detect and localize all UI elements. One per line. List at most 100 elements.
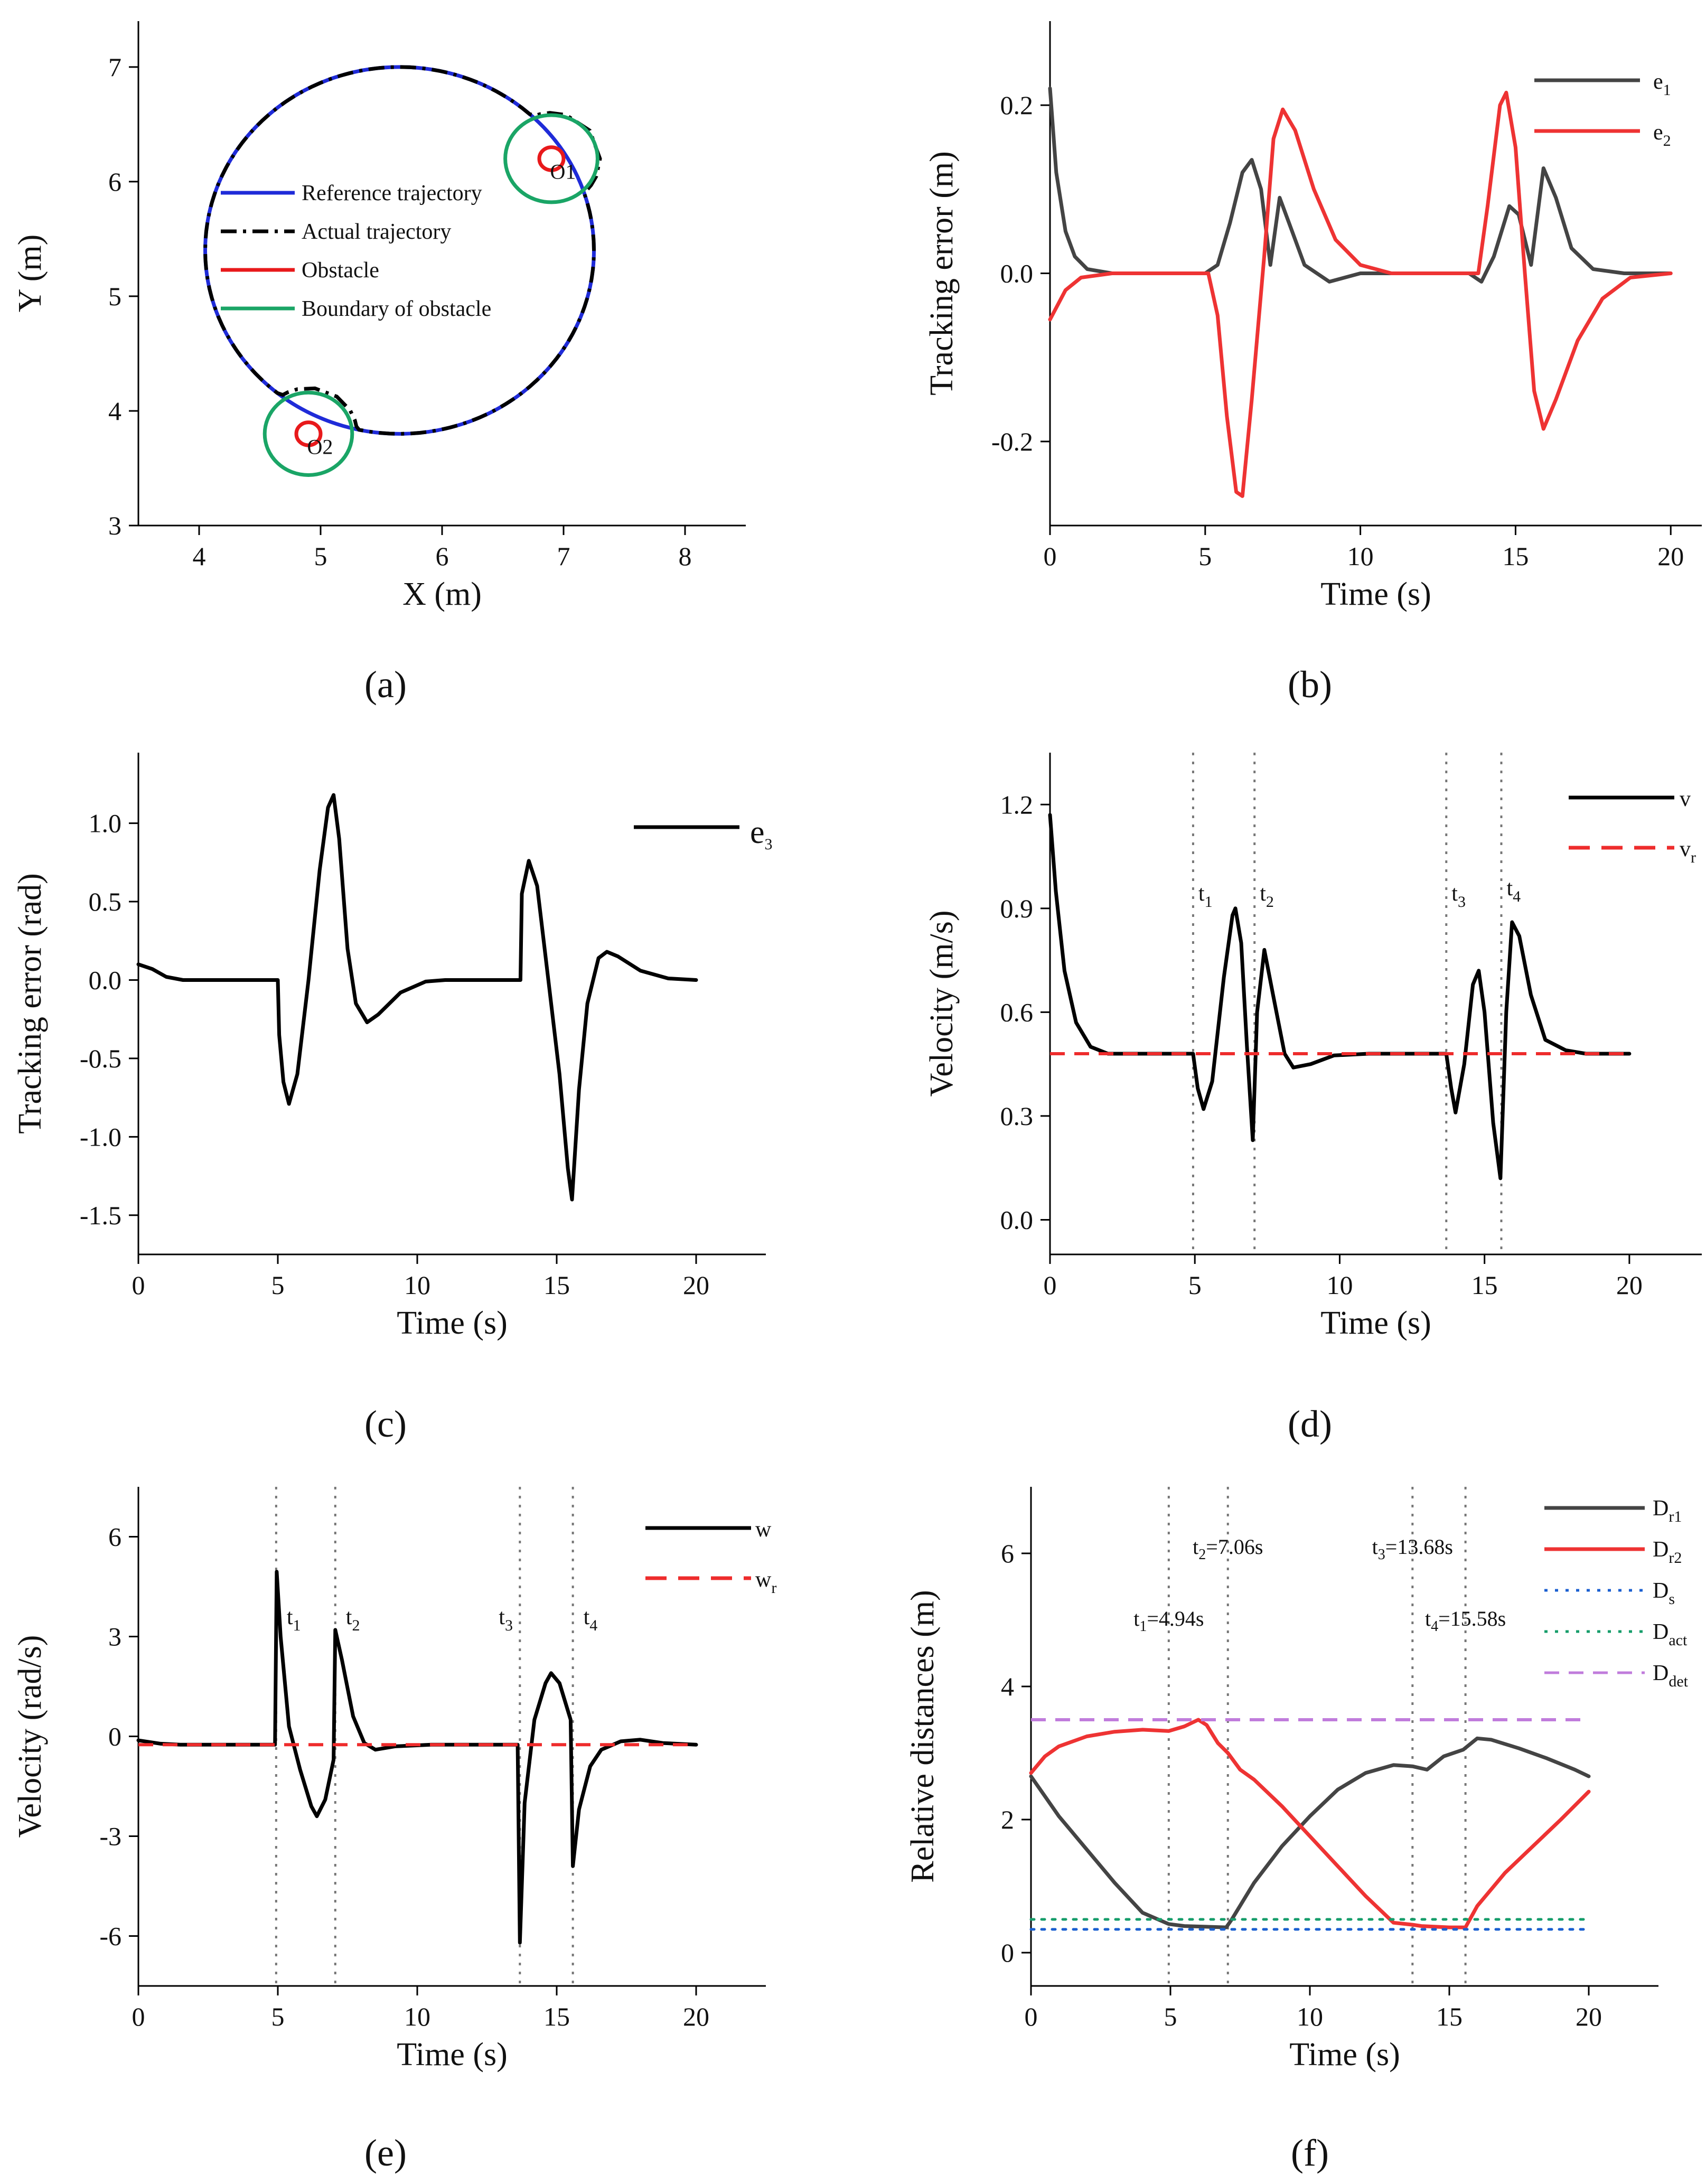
- legend-entry-sub: det: [1668, 1673, 1688, 1690]
- y-tick-label: 2: [1001, 1805, 1014, 1834]
- x-tick-label: 15: [1471, 1270, 1498, 1300]
- event-label-t4: t4: [1506, 876, 1521, 905]
- legend-entry-sub: s: [1668, 1590, 1675, 1608]
- y-axis-label: Tracking error (rad): [12, 873, 48, 1134]
- x-tick-label: 15: [1436, 2002, 1463, 2031]
- x-tick-label: 0: [132, 2002, 145, 2031]
- event-label-rest: =4.94s: [1147, 1607, 1204, 1630]
- event-label-t2: t2: [346, 1605, 360, 1634]
- y-tick-label: 6: [1001, 1539, 1014, 1568]
- y-tick-label: 6: [108, 1522, 121, 1552]
- legend-entry: Boundary of obstacle: [302, 297, 491, 321]
- y-tick-label: 0.0: [89, 965, 122, 995]
- legend-entry: Dr1: [1653, 1496, 1682, 1525]
- x-tick-label: 0: [1025, 2002, 1038, 2031]
- event-label-base: t: [1133, 1607, 1139, 1630]
- obstacle-boundary-O1: [503, 113, 599, 204]
- y-tick-label: 0: [1001, 1938, 1014, 1967]
- legend-entry-sub: r2: [1668, 1549, 1682, 1567]
- x-axis-label: Time (s): [1320, 576, 1431, 612]
- event-label-t3-sub: 3: [505, 1617, 513, 1634]
- legend-entry-base: D: [1653, 1661, 1668, 1685]
- y-tick-label: 6: [108, 167, 121, 196]
- y-tick-label: 0.5: [89, 887, 122, 916]
- event-label-t1-base: t: [1198, 882, 1205, 906]
- x-axis-label: X (m): [402, 576, 482, 612]
- event-label-t3: t3: [1451, 882, 1466, 911]
- event-label-t4-sub: 4: [1513, 888, 1521, 905]
- series-e3: [136, 793, 698, 1202]
- legend-entry: v: [1680, 787, 1691, 811]
- legend-entry: e1: [1653, 70, 1671, 99]
- caption-c: (c): [364, 1403, 407, 1445]
- event-label-t4-base: t: [584, 1605, 590, 1629]
- event-label-t3=13.68s: t3=13.68s: [1372, 1535, 1453, 1563]
- y-tick-label: 0.6: [1000, 997, 1034, 1027]
- legend-entry: Ds: [1653, 1579, 1675, 1608]
- event-label-base: t: [1193, 1535, 1198, 1559]
- x-axis-label: Time (s): [397, 2037, 508, 2073]
- event-label-t4-base: t: [1506, 876, 1513, 901]
- event-label-t2-sub: 2: [1266, 893, 1274, 911]
- event-label-t1: t1: [287, 1605, 301, 1634]
- x-tick-label: 6: [436, 541, 449, 571]
- x-tick-label: 5: [1188, 1270, 1202, 1300]
- y-axis-label: Relative distances (m): [905, 1590, 941, 1882]
- y-tick-label: -1.0: [80, 1122, 121, 1151]
- legend-entry-sub: 1: [1663, 81, 1671, 99]
- obstacle-boundary-O2: [263, 390, 354, 477]
- series-e1: [1048, 86, 1673, 284]
- y-tick-label: 1.2: [1000, 790, 1034, 819]
- x-axis-label: Time (s): [1289, 2037, 1400, 2073]
- legend-entry: Actual trajectory: [302, 220, 451, 244]
- x-axis-label: Time (s): [397, 1305, 508, 1341]
- x-tick-label: 7: [557, 541, 570, 571]
- legend-entry-sub: r1: [1668, 1508, 1682, 1525]
- event-label-t1-sub: 1: [293, 1617, 301, 1634]
- event-label-sub: 2: [1198, 1546, 1206, 1563]
- legend-entry: e3: [750, 814, 773, 853]
- legend-entry-base: v: [1680, 837, 1691, 861]
- event-label-rest: =13.68s: [1385, 1535, 1453, 1559]
- legend-entry: Dact: [1653, 1620, 1688, 1649]
- x-tick-label: 0: [1044, 541, 1057, 571]
- x-tick-label: 5: [1198, 541, 1212, 571]
- caption-f: (f): [1291, 2132, 1329, 2174]
- y-tick-label: 3: [108, 511, 121, 540]
- legend-entry-sub: 3: [765, 836, 773, 853]
- legend-entry-base: w: [755, 1568, 772, 1592]
- y-tick-label: -1.5: [80, 1201, 121, 1230]
- panel-f-relative-distances: 0 5 10 15 20 0 2 4 6 Time (s) Relative distances (…: [905, 1487, 1689, 2073]
- caption-b: (b): [1288, 663, 1332, 706]
- legend-entry-sub: act: [1668, 1632, 1688, 1649]
- legend-entry: vr: [1680, 837, 1696, 866]
- x-tick-label: 15: [543, 1270, 570, 1300]
- event-label-base: t: [1425, 1607, 1431, 1630]
- event-label-t4-sub: 4: [589, 1617, 597, 1634]
- event-label-base: t: [1372, 1535, 1378, 1559]
- y-axis-label: Velocity (m/s): [924, 911, 960, 1097]
- event-label-t3-base: t: [499, 1605, 505, 1629]
- y-tick-label: 0.2: [1000, 90, 1034, 120]
- legend-entry-sub: r: [1691, 849, 1696, 866]
- legend-entry-base: D: [1653, 1620, 1668, 1644]
- legend-entry-sub: r: [771, 1579, 776, 1597]
- event-label-t2-sub: 2: [352, 1617, 360, 1634]
- series-e2: [1048, 90, 1673, 498]
- x-tick-label: 15: [1502, 541, 1529, 571]
- legend-entry-base: e: [1653, 70, 1663, 94]
- x-tick-label: 5: [271, 2002, 285, 2031]
- x-tick-label: 0: [132, 1270, 145, 1300]
- legend-entry: Obstacle: [302, 258, 379, 283]
- panel-d-linear-velocity: 0 5 10 15 20 0.0 0.3 0.6 0.9 1.2 Time (s) Velocity …: [924, 753, 1702, 1341]
- x-tick-label: 20: [683, 1270, 709, 1300]
- event-label-t2-base: t: [346, 1605, 352, 1629]
- event-label-t1: t1: [1198, 882, 1213, 911]
- legend-entry: e2: [1653, 120, 1671, 149]
- y-tick-label: 0: [108, 1722, 121, 1751]
- legend-entry: wr: [755, 1568, 776, 1597]
- event-label-t1-sub: 1: [1205, 893, 1213, 911]
- x-tick-label: 10: [404, 2002, 430, 2031]
- y-tick-label: 0.0: [1000, 259, 1034, 288]
- x-tick-label: 5: [271, 1270, 285, 1300]
